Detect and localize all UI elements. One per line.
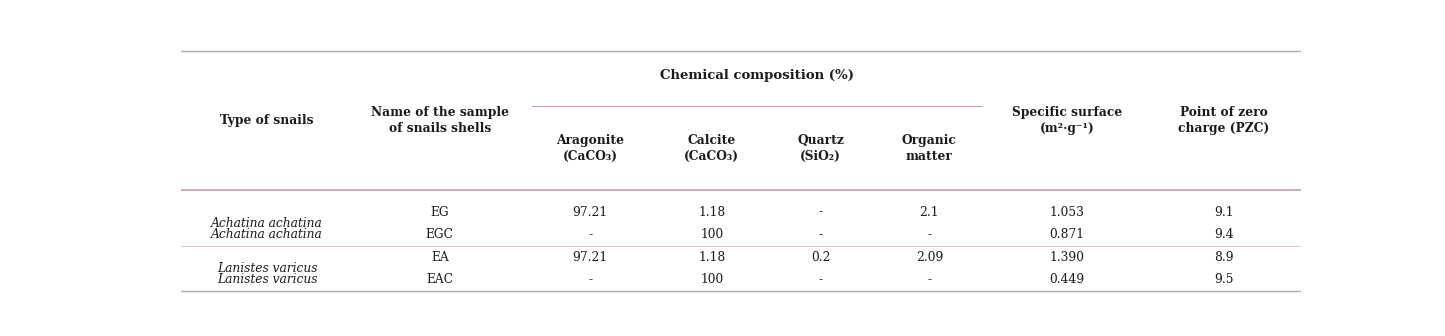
Text: 8.9: 8.9 bbox=[1214, 251, 1234, 264]
Text: 100: 100 bbox=[701, 228, 724, 241]
Text: Aragonite
(CaCO₃): Aragonite (CaCO₃) bbox=[556, 134, 624, 163]
Text: 1.053: 1.053 bbox=[1049, 206, 1084, 218]
Text: 1.390: 1.390 bbox=[1049, 251, 1084, 264]
Text: Lanistes varicus: Lanistes varicus bbox=[217, 274, 318, 287]
Text: -: - bbox=[818, 274, 822, 287]
Text: -: - bbox=[588, 274, 592, 287]
Text: -: - bbox=[818, 228, 822, 241]
Text: EG: EG bbox=[431, 206, 449, 218]
Text: EA: EA bbox=[431, 251, 448, 264]
Text: 1.18: 1.18 bbox=[698, 206, 725, 218]
Text: Calcite
(CaCO₃): Calcite (CaCO₃) bbox=[685, 134, 740, 163]
Text: 97.21: 97.21 bbox=[572, 206, 608, 218]
Text: EGC: EGC bbox=[426, 228, 454, 241]
Text: 0.871: 0.871 bbox=[1049, 228, 1084, 241]
Text: -: - bbox=[818, 206, 822, 218]
Text: -: - bbox=[928, 228, 932, 241]
Text: EAC: EAC bbox=[426, 274, 454, 287]
Text: Type of snails: Type of snails bbox=[220, 114, 314, 127]
Text: Achatina achatina: Achatina achatina bbox=[211, 217, 322, 230]
Text: 0.449: 0.449 bbox=[1049, 274, 1085, 287]
Text: 9.1: 9.1 bbox=[1214, 206, 1234, 218]
Text: Organic
matter: Organic matter bbox=[902, 134, 957, 163]
Text: Point of zero
charge (PZC): Point of zero charge (PZC) bbox=[1178, 106, 1269, 135]
Text: Achatina achatina: Achatina achatina bbox=[211, 228, 322, 241]
Text: 0.2: 0.2 bbox=[811, 251, 831, 264]
Text: Name of the sample
of snails shells: Name of the sample of snails shells bbox=[371, 106, 509, 135]
Text: Quartz
(SiO₂): Quartz (SiO₂) bbox=[798, 134, 844, 163]
Text: Lanistes varicus: Lanistes varicus bbox=[217, 262, 318, 275]
Text: -: - bbox=[588, 228, 592, 241]
Text: 1.18: 1.18 bbox=[698, 251, 725, 264]
Text: 100: 100 bbox=[701, 274, 724, 287]
Text: Chemical composition (%): Chemical composition (%) bbox=[659, 70, 854, 82]
Text: 9.5: 9.5 bbox=[1214, 274, 1234, 287]
Text: 2.1: 2.1 bbox=[919, 206, 939, 218]
Text: 97.21: 97.21 bbox=[572, 251, 608, 264]
Text: Specific surface
(m²·g⁻¹): Specific surface (m²·g⁻¹) bbox=[1011, 106, 1123, 135]
Text: 9.4: 9.4 bbox=[1214, 228, 1234, 241]
Text: -: - bbox=[928, 274, 932, 287]
Text: 2.09: 2.09 bbox=[916, 251, 944, 264]
